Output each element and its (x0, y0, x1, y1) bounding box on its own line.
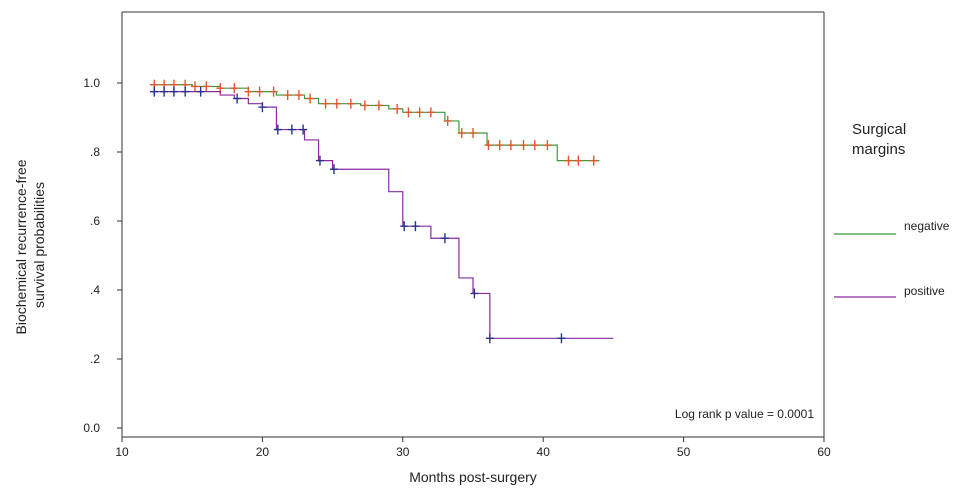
y-tick-label: 1.0 (83, 76, 100, 90)
x-tick-label: 20 (256, 445, 270, 459)
y-tick-label: .2 (90, 352, 100, 366)
y-tick-label: .6 (90, 214, 100, 228)
legend: Surgical margins negative positive (834, 121, 950, 298)
series-positive (150, 86, 614, 344)
y-tick-label: .8 (90, 145, 100, 159)
series-negative (150, 79, 600, 166)
log-rank-annotation: Log rank p value = 0.0001 (675, 407, 814, 421)
legend-label-positive: positive (904, 284, 945, 298)
legend-title-line-2: margins (852, 141, 905, 158)
y-axis-title-line-2: survival probabilities (31, 182, 47, 308)
survival-step-line (150, 91, 614, 339)
y-tick-label: .4 (90, 283, 100, 297)
x-tick-label: 40 (537, 445, 551, 459)
axes (121, 11, 825, 438)
y-tick-label: 0.0 (83, 421, 100, 435)
x-tick-label: 50 (677, 445, 691, 459)
survival-step-line (150, 84, 600, 162)
x-ticks: 10 20 30 40 50 60 (115, 437, 831, 459)
x-tick-label: 60 (817, 445, 831, 459)
y-ticks: 0.0 .2 .4 .6 .8 1.0 (83, 76, 122, 435)
y-axis-title: Biochemical recurrence-free survival pro… (13, 156, 47, 335)
legend-title-line-1: Surgical (852, 121, 906, 138)
legend-label-negative: negative (904, 219, 950, 233)
x-tick-label: 10 (115, 445, 129, 459)
x-axis-title: Months post-surgery (409, 469, 537, 485)
y-axis-title-line-1: Biochemical recurrence-free (13, 159, 29, 334)
series-layer (150, 79, 614, 344)
x-tick-label: 30 (396, 445, 410, 459)
